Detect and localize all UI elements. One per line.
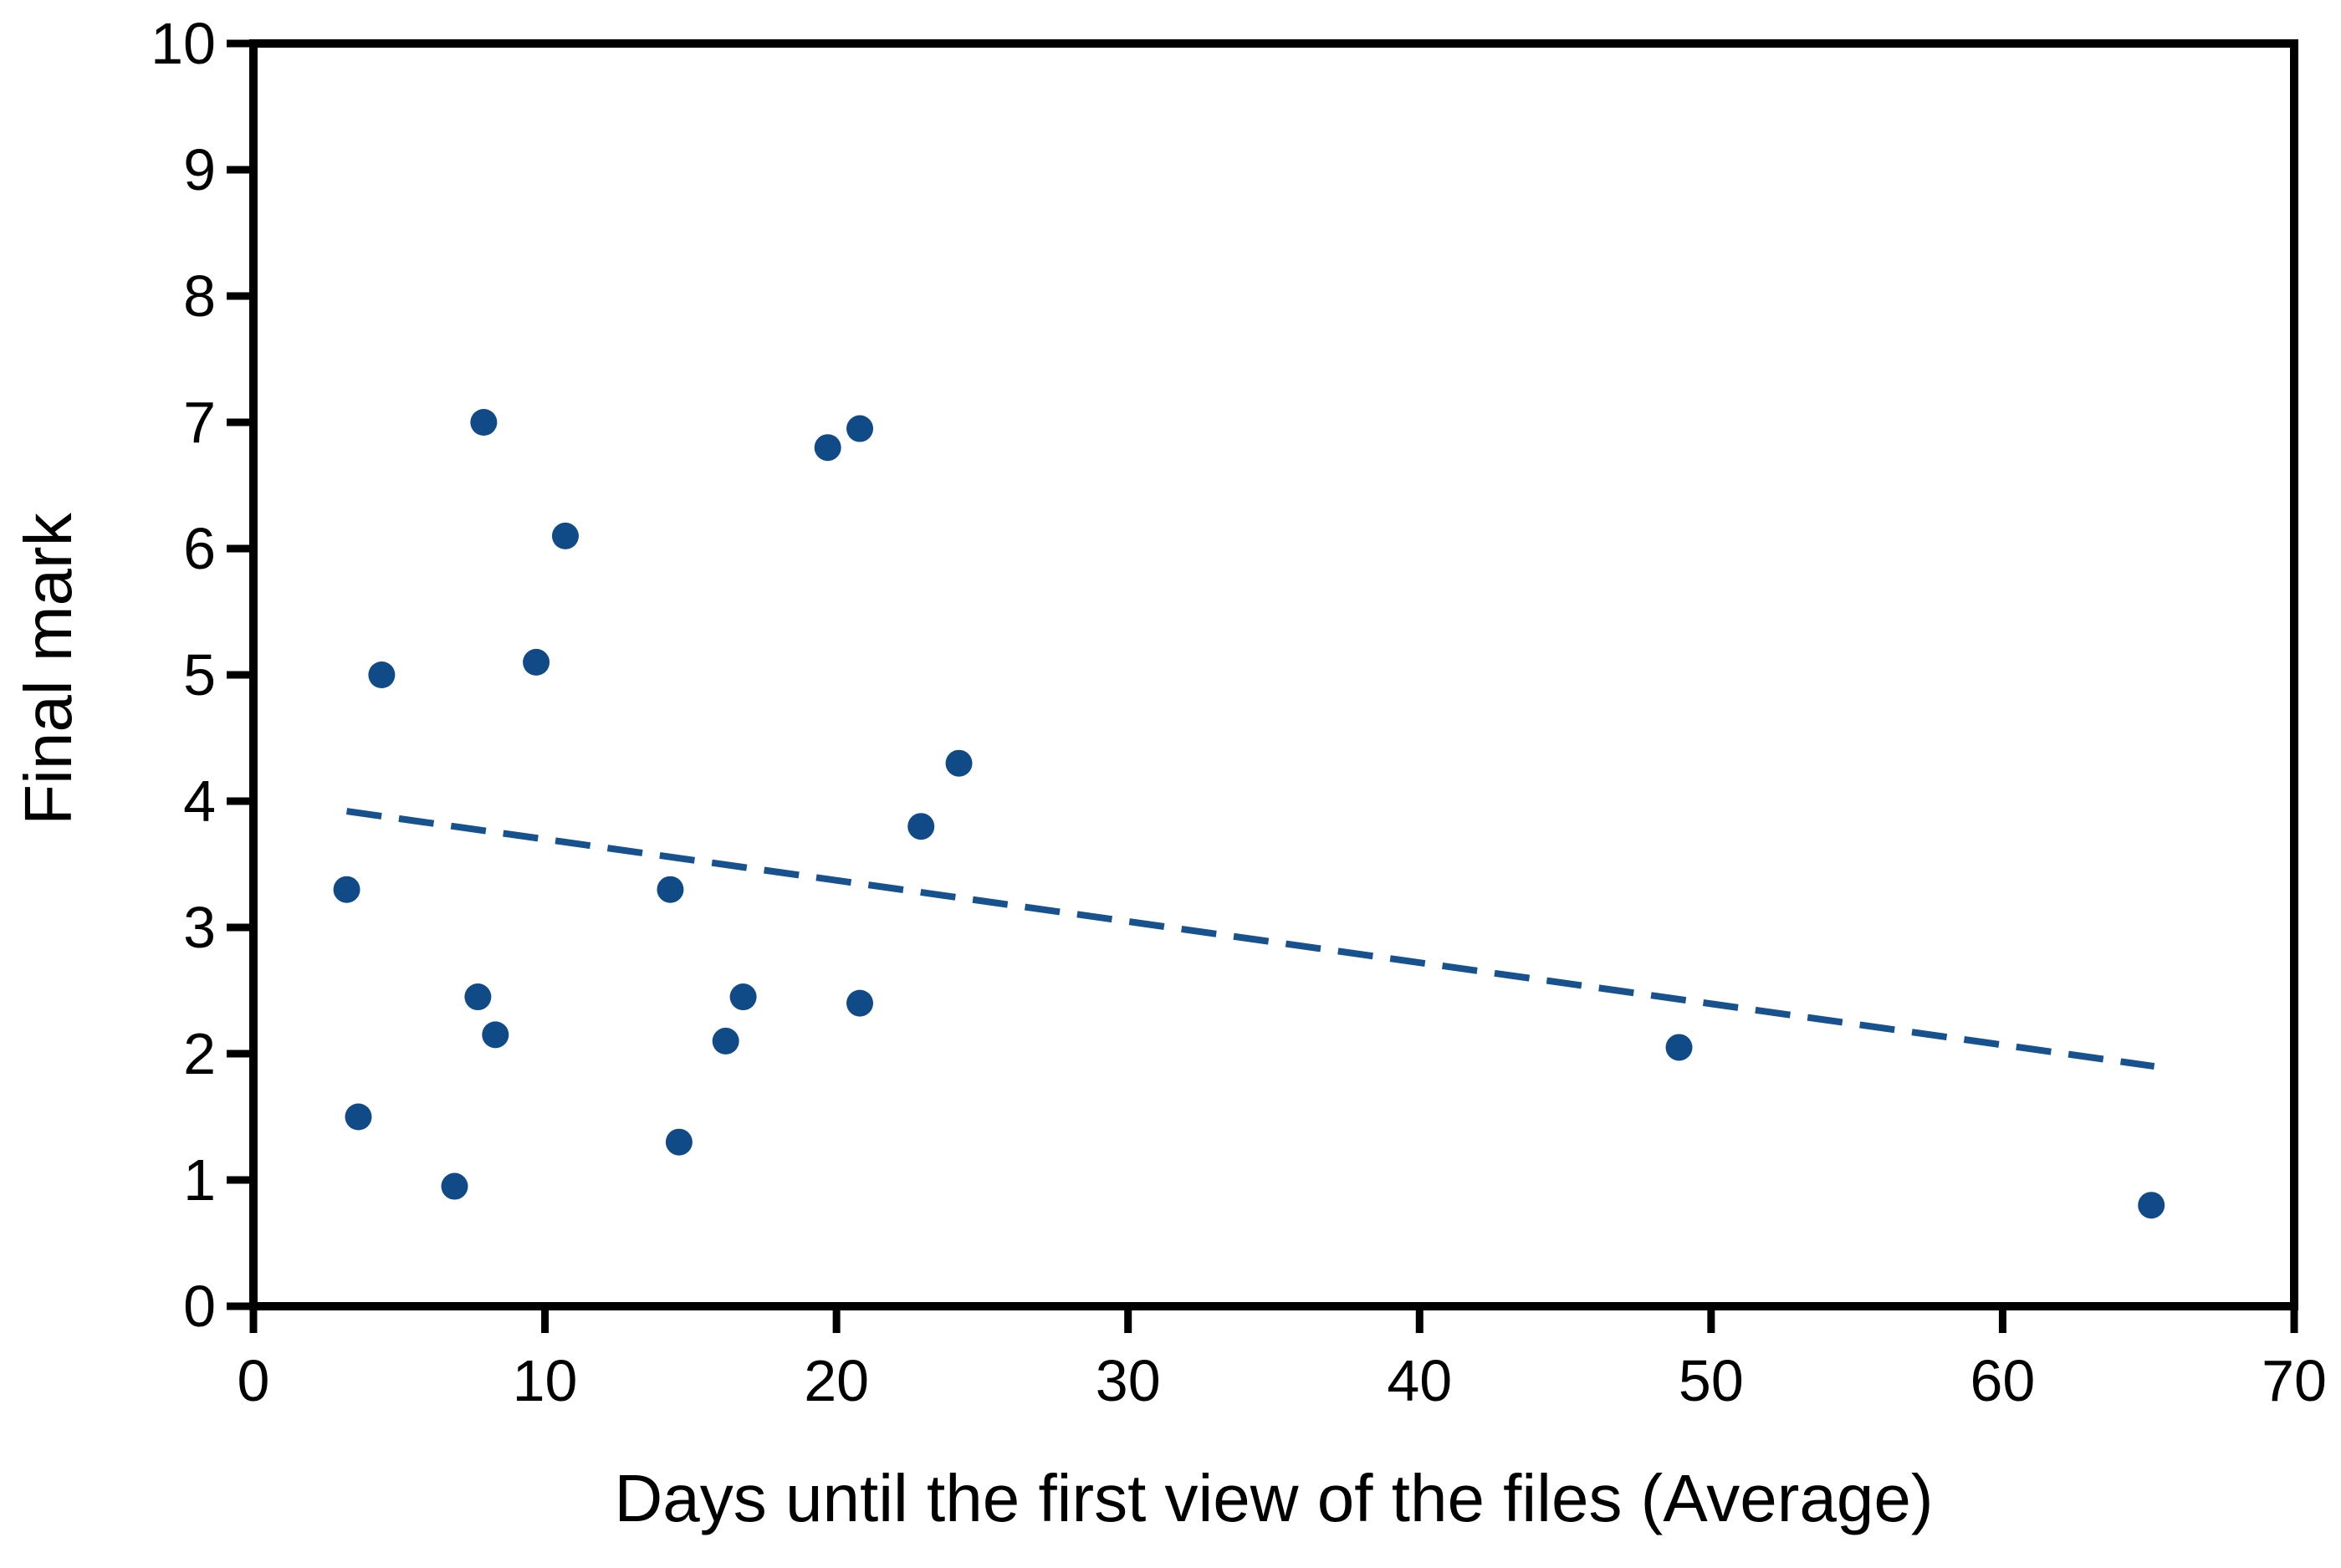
x-tick-label: 0 [238,1348,270,1413]
data-point [333,876,360,903]
y-tick-label: 10 [151,11,216,76]
data-point [441,1172,468,1200]
data-point [657,876,684,903]
data-point [482,1021,509,1049]
x-tick-label: 20 [804,1348,869,1413]
y-axis-title: Final mark [11,513,85,825]
data-point [712,1027,739,1055]
data-point [1665,1034,1693,1061]
x-tick-label: 50 [1679,1348,1744,1413]
plot-frame [249,39,2298,1310]
y-tick-label: 9 [183,137,216,202]
x-tick-label: 10 [513,1348,578,1413]
x-tick-label: 60 [1970,1348,2035,1413]
data-point [368,661,396,688]
x-axis-title: Days until the first view of the files (… [614,1461,1934,1535]
data-point [470,409,498,436]
data-point [345,1103,372,1131]
y-tick-label: 2 [183,1021,216,1086]
y-tick-label: 0 [183,1274,216,1339]
data-point [665,1128,693,1156]
y-tick-label: 1 [183,1147,216,1213]
data-point [729,983,757,1011]
trend-line [345,808,2155,1070]
y-tick-label: 6 [183,516,216,581]
x-tick-label: 40 [1387,1348,1452,1413]
y-tick-label: 3 [183,895,216,960]
data-point [464,983,492,1011]
y-tick-label: 8 [183,263,216,329]
data-point [2138,1192,2165,1219]
data-point [846,415,874,442]
data-point [846,989,874,1017]
x-tick-label: 70 [2262,1348,2327,1413]
data-point [814,434,841,462]
y-tick-label: 7 [183,390,216,455]
data-point [523,648,550,676]
y-tick-label: 5 [183,642,216,707]
data-point [907,813,935,840]
data-point [551,522,579,549]
x-tick-label: 30 [1096,1348,1161,1413]
data-point [945,749,973,777]
y-tick-label: 4 [183,769,216,834]
